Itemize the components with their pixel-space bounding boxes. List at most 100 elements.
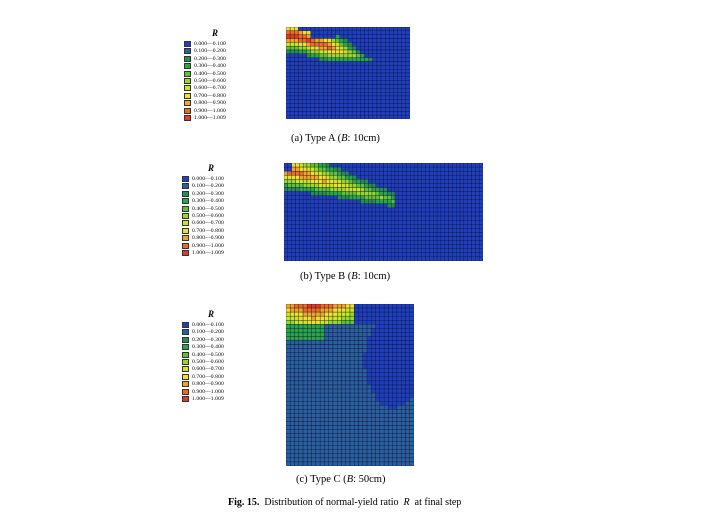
legend-item: 0.800—0.900 — [184, 99, 226, 107]
legend-item: 0.400—0.500 — [182, 205, 224, 213]
legend-range-label: 0.200—0.300 — [192, 336, 224, 343]
caption-type-a: (a) Type A (B: 10cm) — [291, 133, 380, 144]
legend-range-label: 0.000—0.100 — [192, 322, 224, 328]
legend-range-label: 0.400—0.500 — [192, 205, 224, 212]
legend-range-label: 0.200—0.300 — [192, 190, 224, 197]
legend-range-label: 0.700—0.800 — [192, 373, 224, 380]
legend-item: 0.700—0.800 — [182, 373, 224, 381]
mesh-type-a — [286, 27, 410, 119]
legend-item: 0.600—0.700 — [182, 365, 224, 373]
legend-item: 0.700—0.800 — [184, 92, 226, 100]
legend-item: 0.300—0.400 — [184, 62, 226, 70]
legend-range-label: 1.000—1.009 — [194, 115, 226, 121]
legend-item: 0.400—0.500 — [182, 351, 224, 359]
legend-swatch — [182, 322, 189, 328]
legend-swatch — [182, 183, 189, 190]
legend-swatch — [182, 351, 189, 358]
legend-range-label: 0.700—0.800 — [192, 227, 224, 234]
caption-type-b: (b) Type B (B: 10cm) — [300, 271, 390, 282]
legend-swatch — [182, 227, 189, 234]
caption-suffix: : 10cm) — [357, 271, 391, 282]
caption-suffix: : 10cm) — [347, 133, 380, 144]
legend-range-label: 1.000—1.009 — [192, 250, 224, 256]
figure-label: Fig. 15. — [228, 497, 260, 508]
legend-item: 0.900—1.000 — [184, 107, 226, 115]
legend-swatch — [184, 78, 191, 84]
caption-variable: B — [351, 271, 358, 282]
legend-item: 0.500—0.600 — [182, 358, 224, 366]
legend-range-label: 0.600—0.700 — [194, 85, 226, 92]
legend-swatch — [182, 198, 189, 205]
caption-prefix: (b) Type B ( — [300, 271, 352, 282]
legend-swatch — [182, 220, 189, 227]
legend-range-label: 0.800—0.900 — [194, 100, 226, 107]
legend-swatch — [182, 373, 189, 380]
legend-range-label: 0.900—1.000 — [194, 107, 226, 114]
legend-swatch — [184, 107, 191, 114]
legend-title: R — [208, 163, 215, 173]
legend-swatch — [184, 115, 191, 121]
legend-swatch — [182, 366, 189, 373]
legend-range-label: 0.100—0.200 — [192, 329, 224, 336]
figure-caption-suffix: at final step — [414, 497, 462, 508]
legend-item: 0.000—0.100 — [184, 40, 226, 48]
legend-swatch — [182, 336, 189, 343]
legend-swatch — [182, 190, 189, 197]
legend-item: 0.200—0.300 — [182, 336, 224, 344]
legend-range-label: 0.400—0.500 — [192, 351, 224, 358]
figure-caption-text: Distribution of normal-yield ratio — [264, 497, 399, 508]
legend-range-label: 0.800—0.900 — [192, 381, 224, 388]
legend-item: 0.100—0.200 — [184, 47, 226, 55]
legend-swatch — [182, 329, 189, 336]
caption-suffix: : 50cm) — [353, 474, 386, 485]
legend-range-label: 0.800—0.900 — [192, 235, 224, 242]
legend-item: 0.100—0.200 — [182, 328, 224, 336]
legend-range-label: 0.900—1.000 — [192, 242, 224, 249]
legend-item: 0.300—0.400 — [182, 197, 224, 205]
legend-range-label: 0.600—0.700 — [192, 220, 224, 227]
legend-swatch — [182, 250, 189, 256]
caption-prefix: (a) Type A ( — [291, 133, 342, 144]
legend-range-label: 0.500—0.600 — [194, 78, 226, 84]
mesh-type-c — [286, 304, 414, 466]
legend-item: 0.800—0.900 — [182, 234, 224, 242]
legend-item: 0.900—1.000 — [182, 388, 224, 396]
figure-caption: Fig. 15. Distribution of normal-yield ra… — [228, 497, 461, 508]
legend-item: 0.300—0.400 — [182, 343, 224, 351]
legend-swatch — [184, 70, 191, 77]
legend-range-label: 0.100—0.200 — [192, 183, 224, 190]
legend-swatch — [182, 176, 189, 182]
legend-item: 0.600—0.700 — [184, 84, 226, 92]
legend-title: R — [208, 309, 215, 319]
legend-item: 0.000—0.100 — [182, 175, 224, 183]
caption-prefix: (c) Type C ( — [296, 474, 347, 485]
legend-range-label: 0.600—0.700 — [192, 366, 224, 373]
legend-range-label: 0.700—0.800 — [194, 92, 226, 99]
legend-item: 1.000—1.009 — [182, 249, 224, 257]
legend-range-label: 0.300—0.400 — [194, 63, 226, 70]
legend-swatch — [184, 92, 191, 99]
legend-swatch — [184, 48, 191, 55]
legend-item: 0.700—0.800 — [182, 227, 224, 235]
legend-item: 1.000—1.009 — [182, 395, 224, 403]
mesh-type-b — [284, 163, 483, 261]
legend-swatch — [184, 41, 191, 47]
caption-variable: B — [341, 133, 348, 144]
legend-item: 0.200—0.300 — [182, 190, 224, 198]
legend-range-label: 0.500—0.600 — [192, 359, 224, 365]
legend-swatch — [184, 85, 191, 92]
caption-variable: B — [346, 474, 354, 485]
legend-range-label: 0.400—0.500 — [194, 70, 226, 77]
legend-range-label: 0.500—0.600 — [192, 213, 224, 219]
legend-swatch — [182, 396, 189, 402]
legend-swatch — [184, 63, 191, 70]
legend-range-label: 0.300—0.400 — [192, 344, 224, 351]
legend-item: 0.500—0.600 — [184, 77, 226, 85]
legend-item: 0.500—0.600 — [182, 212, 224, 220]
legend-item: 1.000—1.009 — [184, 114, 226, 122]
figure-caption-variable: R — [403, 497, 410, 508]
legend-range-label: 0.000—0.100 — [194, 41, 226, 47]
legend-item: 0.900—1.000 — [182, 242, 224, 250]
legend-range-label: 0.200—0.300 — [194, 55, 226, 62]
legend-item: 0.600—0.700 — [182, 219, 224, 227]
